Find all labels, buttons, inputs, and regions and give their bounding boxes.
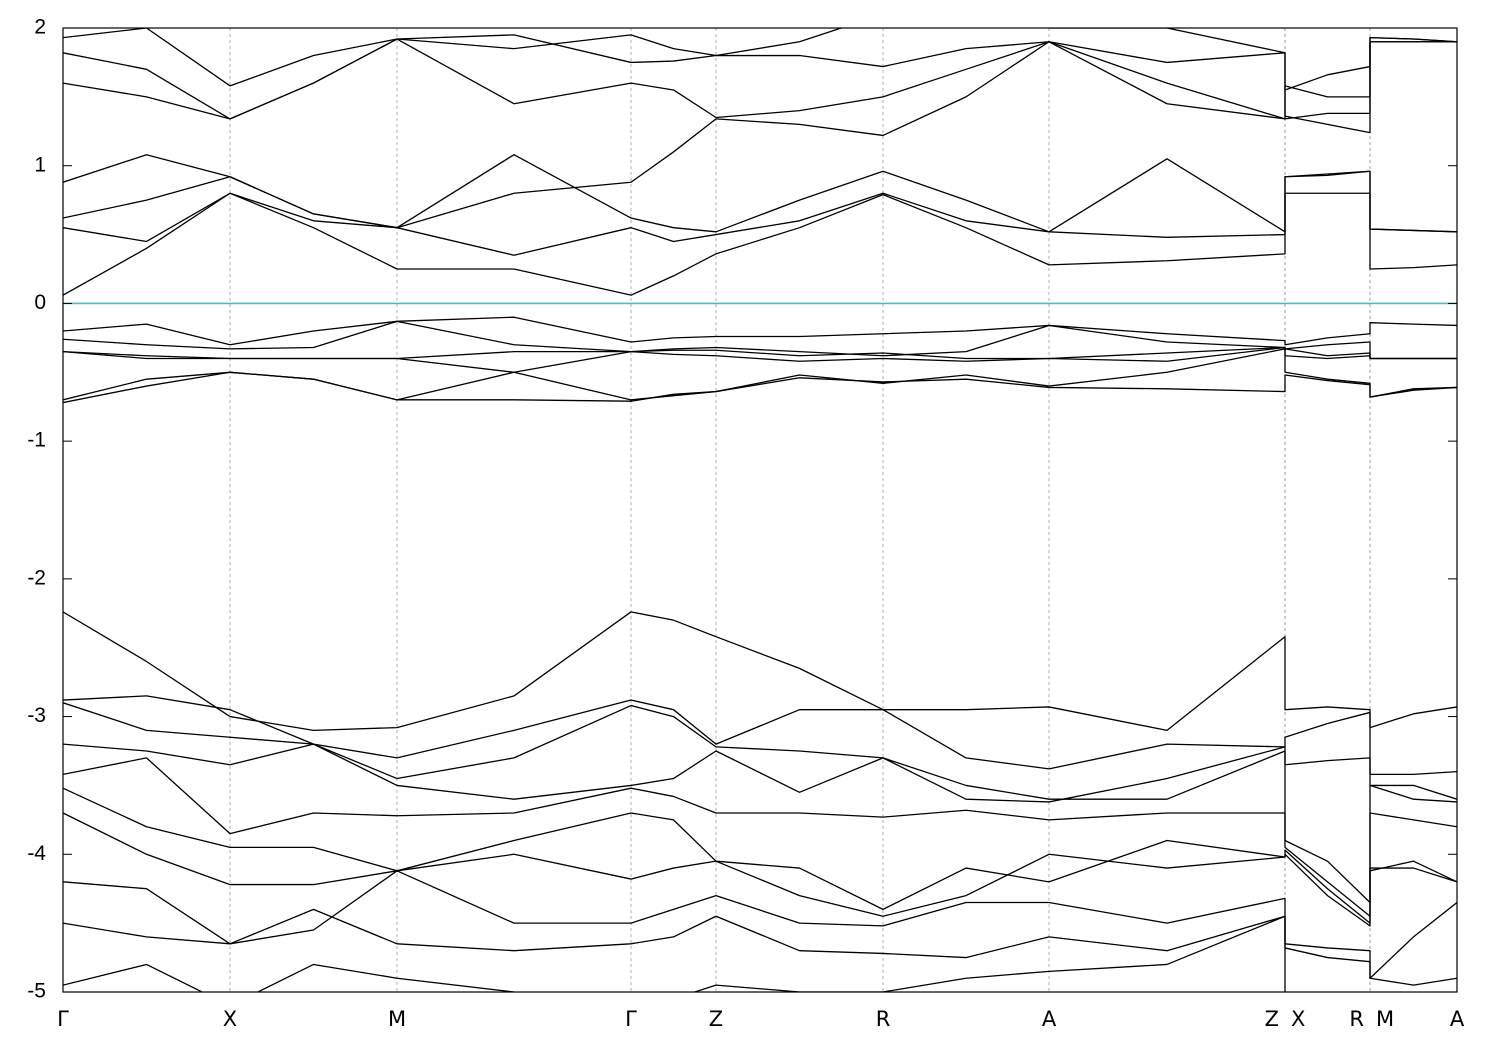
band-line	[63, 743, 1457, 904]
y-tick-label: -1	[27, 429, 46, 452]
bands	[63, 28, 1457, 992]
band-line	[63, 702, 1457, 800]
x-tick-label: Γ	[57, 1007, 69, 1031]
band-line	[63, 908, 1457, 986]
band-line	[63, 192, 1457, 296]
x-tick-label: R	[876, 1007, 891, 1031]
band-line	[63, 28, 1457, 134]
x-tick-label: A	[1450, 1007, 1465, 1031]
x-tick-label: X	[223, 1007, 237, 1031]
y-tick-label: -3	[27, 704, 46, 727]
y-tick-label: 0	[34, 291, 46, 314]
x-tick-label: Z	[1265, 1007, 1279, 1031]
band-line	[63, 320, 1457, 360]
band-line	[63, 695, 1457, 776]
band-line	[63, 348, 1457, 401]
band-line	[63, 38, 1457, 120]
x-tick-label: R	[1349, 1007, 1364, 1031]
band-line	[63, 154, 1457, 233]
plot-frame	[62, 27, 1458, 993]
x-tick-label: Z	[709, 1007, 723, 1031]
y-tick-label: 1	[34, 153, 46, 176]
band-line	[63, 170, 1457, 256]
band-line	[63, 371, 1457, 404]
band-line	[63, 346, 1457, 373]
x-tick-label: Γ	[625, 1007, 637, 1031]
y-tick-label: -4	[27, 842, 46, 865]
x-tick-label: M	[1376, 1007, 1394, 1031]
y-tick-label: -5	[27, 980, 46, 1003]
band-line	[63, 316, 1457, 346]
band-line	[63, 787, 1457, 924]
x-tick-label: X	[1291, 1007, 1305, 1031]
grid	[63, 28, 1457, 992]
band-line	[63, 870, 1457, 979]
y-tick-label: -2	[27, 566, 46, 589]
y-tick-label: 2	[34, 16, 46, 39]
band-line	[63, 34, 1457, 120]
band-line	[63, 41, 1457, 229]
band-line	[63, 757, 1457, 917]
band-line	[63, 915, 1286, 992]
band-line	[63, 784, 1457, 927]
band-line	[63, 611, 1457, 731]
x-tick-label: A	[1042, 1007, 1057, 1031]
x-tick-label: M	[388, 1007, 406, 1031]
